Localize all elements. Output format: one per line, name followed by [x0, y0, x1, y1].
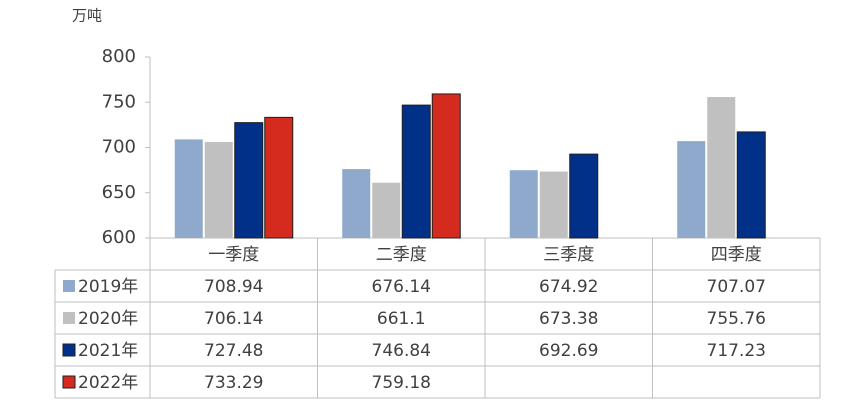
legend-marker	[62, 375, 76, 389]
table-value: 676.14	[372, 277, 431, 297]
table-value: 708.94	[204, 277, 263, 297]
table-value: 706.14	[204, 309, 263, 329]
table-value: 673.38	[539, 309, 598, 329]
bar	[707, 97, 736, 238]
y-tick-label: 700	[102, 137, 136, 158]
bar	[569, 153, 599, 239]
table-value: 717.23	[707, 341, 766, 361]
y-tick-label: 800	[102, 46, 136, 67]
y-tick-label: 600	[102, 227, 136, 248]
bar	[342, 169, 371, 238]
x-tick-label: 一季度	[208, 245, 259, 265]
legend-label: 2021年	[78, 341, 138, 361]
bar	[401, 104, 431, 239]
bar	[431, 93, 461, 239]
y-tick-label: 750	[102, 91, 136, 112]
bar	[372, 182, 401, 238]
bar	[736, 131, 766, 239]
bar	[204, 141, 233, 238]
table-value: 746.84	[372, 341, 431, 361]
legend-marker	[62, 343, 76, 357]
legend-label: 2020年	[78, 309, 138, 329]
bar	[174, 139, 203, 238]
legend-label: 2019年	[78, 277, 138, 297]
bar	[677, 141, 706, 238]
y-tick-label: 650	[102, 182, 136, 203]
table-value: 727.48	[204, 341, 263, 361]
legend-marker	[63, 280, 75, 292]
table-value: 661.1	[377, 309, 426, 329]
bar	[264, 116, 294, 239]
legend-marker	[63, 312, 75, 324]
x-tick-label: 三季度	[543, 245, 594, 265]
bar	[234, 122, 264, 239]
x-tick-label: 四季度	[711, 245, 762, 265]
table-value: 759.18	[372, 373, 431, 393]
y-axis-label: 万吨	[72, 7, 102, 25]
table-value: 692.69	[539, 341, 598, 361]
bar	[509, 170, 538, 238]
x-tick-label: 二季度	[376, 245, 427, 265]
legend-label: 2022年	[78, 373, 138, 393]
table-value: 674.92	[539, 277, 598, 297]
table-value: 707.07	[707, 277, 766, 297]
table-value: 733.29	[204, 373, 263, 393]
table-value: 755.76	[707, 309, 766, 329]
bar	[539, 171, 568, 238]
